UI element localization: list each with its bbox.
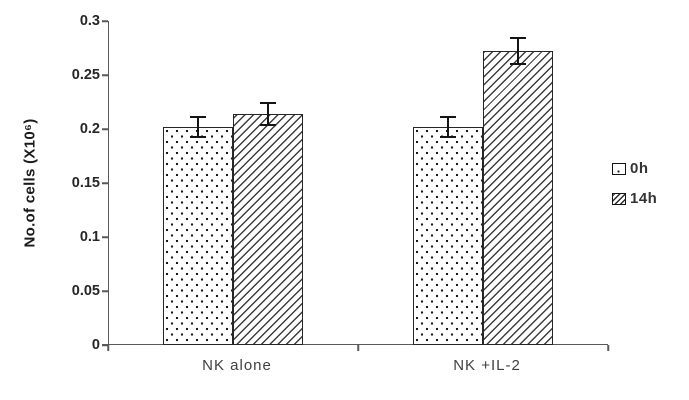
error-bar-cap: [260, 123, 276, 126]
y-tick-mark: [102, 182, 108, 184]
x-tick-mark: [107, 345, 109, 351]
y-tick-mark: [102, 128, 108, 130]
error-bar-nk-il-2-0h: [447, 116, 449, 138]
error-bar-cap: [440, 135, 456, 138]
error-bar-cap: [510, 63, 526, 66]
legend-label-14h: 14h: [630, 190, 658, 207]
x-category-label-nk-il-2: NK +IL-2: [453, 357, 521, 374]
error-bar-nk-alone-14h: [267, 102, 269, 126]
x-tick-mark: [607, 345, 609, 351]
y-tick-label-0.2: 0.2: [79, 121, 100, 137]
y-tick-mark: [102, 236, 108, 238]
error-bar-nk-il-2-14h: [517, 37, 519, 66]
legend-item-0h: 0h: [612, 160, 657, 177]
y-tick-label-0.1: 0.1: [79, 229, 100, 245]
y-tick-mark: [102, 344, 108, 346]
x-tick-mark: [357, 345, 359, 351]
bar-nk-il-2-0h: [413, 126, 483, 345]
plot-area: [108, 21, 608, 345]
error-bar-cap: [440, 116, 456, 119]
y-tick-label-0.3: 0.3: [79, 13, 100, 29]
legend-swatch-hatch-icon: [612, 192, 626, 205]
y-tick-label-0.25: 0.25: [71, 67, 100, 83]
bar-nk-alone-0h: [163, 126, 233, 345]
legend: 0h 14h: [612, 160, 657, 207]
legend-label-0h: 0h: [630, 160, 649, 177]
x-category-label-nk-alone: NK alone: [202, 357, 272, 374]
bar-nk-il-2-14h: [483, 51, 553, 345]
y-tick-mark: [102, 290, 108, 292]
legend-swatch-dots-icon: [612, 162, 626, 175]
y-tick-label-0.15: 0.15: [71, 175, 100, 191]
y-tick-mark: [102, 20, 108, 22]
y-tick-label-0: 0: [91, 337, 100, 353]
error-bar-cap: [190, 135, 206, 138]
error-bar-cap: [510, 37, 526, 40]
y-tick-label-0.05: 0.05: [71, 283, 100, 299]
y-tick-mark: [102, 74, 108, 76]
legend-item-14h: 14h: [612, 190, 657, 207]
error-bar-nk-alone-0h: [197, 116, 199, 138]
error-bar-cap: [190, 116, 206, 119]
bar-nk-alone-14h: [233, 113, 303, 345]
error-bar-cap: [260, 102, 276, 104]
